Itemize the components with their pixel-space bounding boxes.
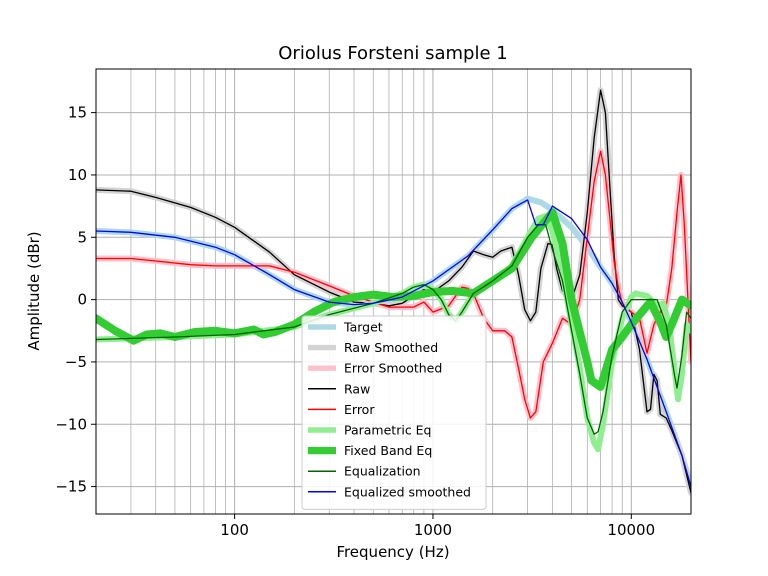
series-equalized-smoothed — [96, 199, 691, 488]
y-axis-label: Amplitude (dBr) — [25, 231, 43, 350]
y-tick-label: −15 — [55, 478, 87, 496]
legend-label: Equalization — [344, 464, 421, 479]
y-tick-label: −10 — [55, 415, 87, 433]
legend-label: Error — [344, 402, 375, 417]
series-error — [96, 150, 691, 419]
y-tick-label: 0 — [77, 291, 87, 309]
legend-label: Fixed Band Eq — [344, 443, 432, 458]
legend-label: Raw Smoothed — [344, 340, 438, 355]
y-tick-label: −5 — [65, 353, 87, 371]
y-tick-label: 15 — [68, 104, 87, 122]
legend-box — [301, 315, 487, 510]
plot-frame — [95, 68, 692, 515]
x-tick-label: 1000 — [414, 521, 452, 539]
y-tick-label: 10 — [68, 166, 87, 184]
series-fixed-band-eq — [96, 208, 691, 391]
series-layer — [96, 87, 691, 496]
axis-ticks: 100 1000 10000 15 10 5 0 −5 −10 −15 — [55, 104, 655, 539]
x-tick-label: 10000 — [607, 521, 655, 539]
legend-label: Parametric Eq — [344, 423, 432, 438]
legend: Target Raw Smoothed Error Smoothed Raw Error… — [301, 315, 487, 510]
legend-label: Equalized smoothed — [344, 484, 471, 499]
x-tick-label: 100 — [220, 521, 249, 539]
y-tick-label: 5 — [77, 228, 87, 246]
legend-label: Raw — [344, 381, 370, 396]
legend-label: Target — [343, 320, 383, 335]
chart-title: Oriolus Forsteni sample 1 — [278, 43, 507, 64]
x-axis-label: Frequency (Hz) — [336, 543, 449, 561]
series-equalization — [96, 224, 691, 435]
legend-label: Error Smoothed — [344, 361, 442, 376]
